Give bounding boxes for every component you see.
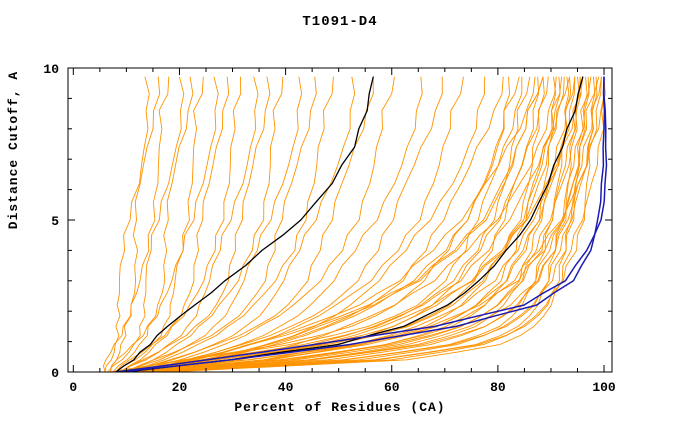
model-curve-predicted-models [125,76,549,372]
model-curve-predicted-models [152,76,557,372]
chart-title: T1091-D4 [302,14,377,30]
model-curve-predicted-models [115,76,219,372]
model-curve-best-models-blue [120,76,606,372]
model-curve-predicted-models [136,76,395,372]
model-curve-predicted-models [147,76,582,372]
model-curve-best-models-blue [115,76,608,372]
x-tick-label: 100 [592,380,616,395]
x-tick-label: 0 [69,380,77,395]
model-curve-predicted-models [152,76,570,372]
y-tick-label: 5 [51,214,59,229]
model-curve-predicted-models [107,76,185,372]
model-curve-predicted-models [168,76,606,372]
model-curve-predicted-models [110,76,170,372]
model-curve-predicted-models [102,76,161,372]
model-curve-highlighted-models-black [125,76,584,372]
model-curve-predicted-models [163,76,598,372]
model-curve-predicted-models [112,76,204,372]
model-curve-predicted-models [163,76,602,372]
y-tick-label: 0 [51,366,59,381]
model-curves-layer [102,76,608,372]
model-curve-highlighted-models-black [115,76,374,372]
model-curve-predicted-models [110,76,511,372]
model-curve-predicted-models [120,76,271,372]
model-curve-predicted-models [104,76,150,372]
model-curve-predicted-models [131,76,374,372]
model-curve-predicted-models [157,76,602,372]
model-curve-predicted-models [141,76,443,372]
model-curve-predicted-models [168,76,605,372]
model-curve-predicted-models [131,76,334,372]
x-tick-label: 20 [172,380,188,395]
y-axis-label: Distance Cutoff, A [6,71,21,229]
model-curve-predicted-models [147,76,584,372]
model-curve-predicted-models [141,76,580,372]
axis-tick-labels-layer: 0 20 40 60 80 100 0 5 10 [43,62,616,395]
best-models-blue-group [115,76,608,372]
model-curve-predicted-models [125,76,317,372]
model-curve-predicted-models [157,76,592,372]
x-tick-label: 80 [490,380,506,395]
model-curve-predicted-models [141,76,576,372]
model-curve-predicted-models [147,76,600,372]
model-curve-predicted-models [120,76,545,372]
model-curve-predicted-models [123,76,303,372]
highlighted-models-black-group [115,76,584,372]
model-curve-predicted-models [120,76,242,372]
model-curve-predicted-models [152,76,590,372]
model-curve-predicted-models [168,76,581,372]
model-curve-predicted-models [125,76,284,372]
x-axis-label: Percent of Residues (CA) [234,400,445,415]
model-curve-predicted-models [110,76,194,372]
axis-ticks-layer [68,67,612,373]
predicted-models-group [102,76,606,372]
model-curve-predicted-models [136,76,572,372]
x-tick-label: 40 [278,380,294,395]
model-curve-predicted-models [115,76,230,372]
model-curve-predicted-models [117,76,259,372]
x-tick-label: 60 [384,380,400,395]
y-tick-label: 10 [43,62,59,77]
model-curve-predicted-models [136,76,544,372]
model-curve-predicted-models [115,76,523,372]
